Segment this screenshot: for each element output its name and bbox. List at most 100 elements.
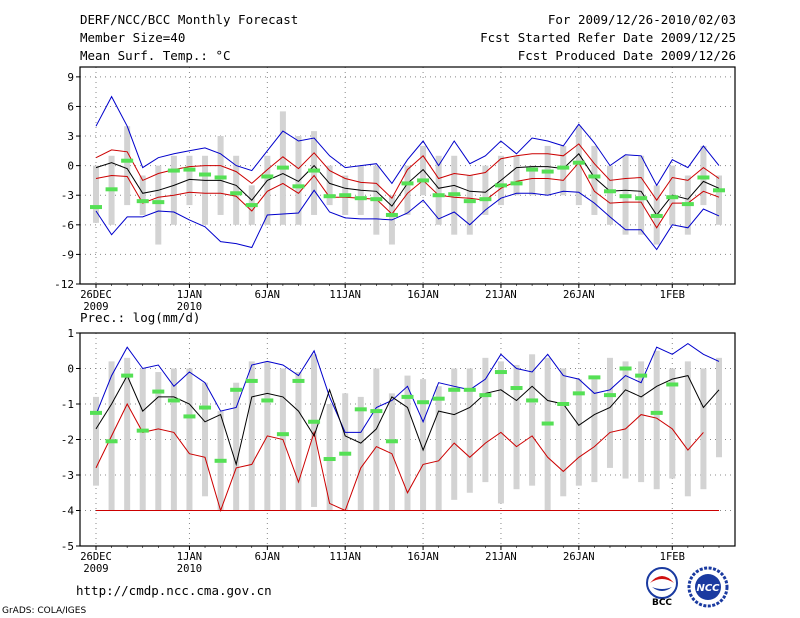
median-mark bbox=[494, 370, 507, 375]
median-mark bbox=[167, 168, 180, 173]
x-tick-label: 26DEC bbox=[80, 289, 112, 301]
box-bar bbox=[326, 165, 333, 206]
box-bar bbox=[93, 165, 99, 223]
x-tick-label: 1FEB bbox=[660, 289, 685, 301]
median-mark bbox=[681, 202, 694, 207]
box-bar bbox=[233, 155, 240, 225]
box-bar bbox=[388, 393, 395, 511]
bcc-logo-text: BCC bbox=[652, 598, 672, 608]
median-mark bbox=[136, 428, 149, 433]
y-tick-label: 6 bbox=[67, 100, 74, 113]
median-mark bbox=[432, 396, 445, 401]
median-mark bbox=[339, 451, 352, 456]
median-mark bbox=[308, 168, 321, 173]
median-mark bbox=[385, 212, 398, 217]
median-mark bbox=[136, 199, 149, 204]
box-bar bbox=[529, 354, 536, 486]
grads-credit: GrADS: COLA/IGES bbox=[2, 606, 87, 616]
box-bar bbox=[311, 354, 318, 507]
median-mark bbox=[526, 167, 539, 172]
median-mark bbox=[666, 195, 679, 200]
ncc-logo-text: NCC bbox=[696, 583, 720, 594]
median-mark bbox=[308, 419, 321, 424]
box-bar bbox=[124, 357, 131, 511]
median-mark bbox=[105, 187, 118, 192]
median-mark bbox=[635, 196, 648, 201]
x-tick-label: 11JAN bbox=[329, 551, 361, 563]
box-bar bbox=[622, 361, 629, 479]
median-mark bbox=[588, 375, 601, 380]
x-tick-year: 2009 bbox=[83, 563, 108, 575]
y-tick-label: -9 bbox=[61, 248, 74, 261]
x-tick-year: 2010 bbox=[177, 563, 202, 575]
median-mark bbox=[183, 414, 196, 419]
box-bar bbox=[606, 357, 613, 468]
median-mark bbox=[603, 189, 616, 194]
median-mark bbox=[230, 387, 243, 392]
forecast-period: For 2009/12/26-2010/02/03 bbox=[547, 12, 736, 27]
box-bar bbox=[124, 126, 131, 206]
box-bar bbox=[186, 155, 193, 206]
x-tick-label: 16JAN bbox=[407, 551, 439, 563]
mean-line bbox=[95, 374, 720, 467]
box-bar bbox=[653, 350, 660, 490]
member-size-label: Member Size=40 bbox=[80, 30, 186, 45]
median-mark bbox=[635, 373, 648, 378]
median-mark bbox=[121, 373, 134, 378]
box-bar bbox=[575, 126, 582, 206]
box-bar bbox=[186, 368, 193, 511]
box-bar bbox=[716, 357, 722, 458]
median-mark bbox=[510, 181, 523, 186]
box-bar bbox=[202, 155, 209, 225]
median-mark bbox=[323, 457, 336, 462]
median-mark bbox=[339, 193, 352, 198]
median-mark bbox=[167, 398, 180, 403]
x-tick-year: 2009 bbox=[83, 301, 108, 313]
box-bar bbox=[560, 368, 567, 497]
median-mark bbox=[697, 175, 710, 180]
median-mark bbox=[199, 405, 212, 410]
box-bar bbox=[233, 382, 240, 511]
y-tick-label: -3 bbox=[61, 189, 74, 202]
median-mark bbox=[448, 192, 461, 197]
box-bar bbox=[638, 155, 645, 235]
median-mark bbox=[401, 394, 414, 399]
y-tick-label: -2 bbox=[61, 434, 74, 447]
median-mark bbox=[541, 421, 554, 426]
median-mark bbox=[152, 389, 165, 394]
median-mark bbox=[292, 378, 305, 383]
median-mark bbox=[261, 174, 274, 179]
box-bar bbox=[513, 155, 520, 196]
x-tick-label: 16JAN bbox=[407, 289, 439, 301]
median-mark bbox=[557, 402, 570, 406]
median-mark bbox=[354, 407, 367, 412]
box-bar bbox=[295, 372, 302, 511]
box-bar bbox=[560, 145, 567, 196]
source-url[interactable]: http://cmdp.ncc.cma.gov.cn bbox=[76, 583, 272, 598]
x-tick-year: 2010 bbox=[177, 301, 202, 313]
box-bar bbox=[482, 165, 489, 215]
median-mark bbox=[666, 382, 679, 387]
y-tick-label: 0 bbox=[67, 363, 74, 376]
panel-2-title: Prec.: log(mm/d) bbox=[80, 310, 200, 325]
median-mark bbox=[417, 400, 430, 405]
median-mark bbox=[245, 203, 258, 208]
box-bar bbox=[139, 175, 146, 215]
x-tick-label: 26JAN bbox=[563, 551, 595, 563]
box-bar bbox=[591, 145, 598, 215]
box-bar bbox=[466, 175, 473, 235]
median-mark bbox=[214, 175, 227, 180]
median-mark bbox=[572, 391, 585, 396]
median-mark bbox=[417, 178, 430, 183]
box-bar bbox=[669, 368, 676, 479]
median-mark bbox=[370, 409, 383, 414]
chart-title: DERF/NCC/BCC Monthly Forecast bbox=[80, 12, 299, 27]
median-mark bbox=[432, 193, 445, 198]
median-mark bbox=[183, 167, 196, 172]
median-mark bbox=[448, 387, 461, 392]
median-mark bbox=[90, 205, 102, 210]
p75-line bbox=[95, 143, 720, 202]
